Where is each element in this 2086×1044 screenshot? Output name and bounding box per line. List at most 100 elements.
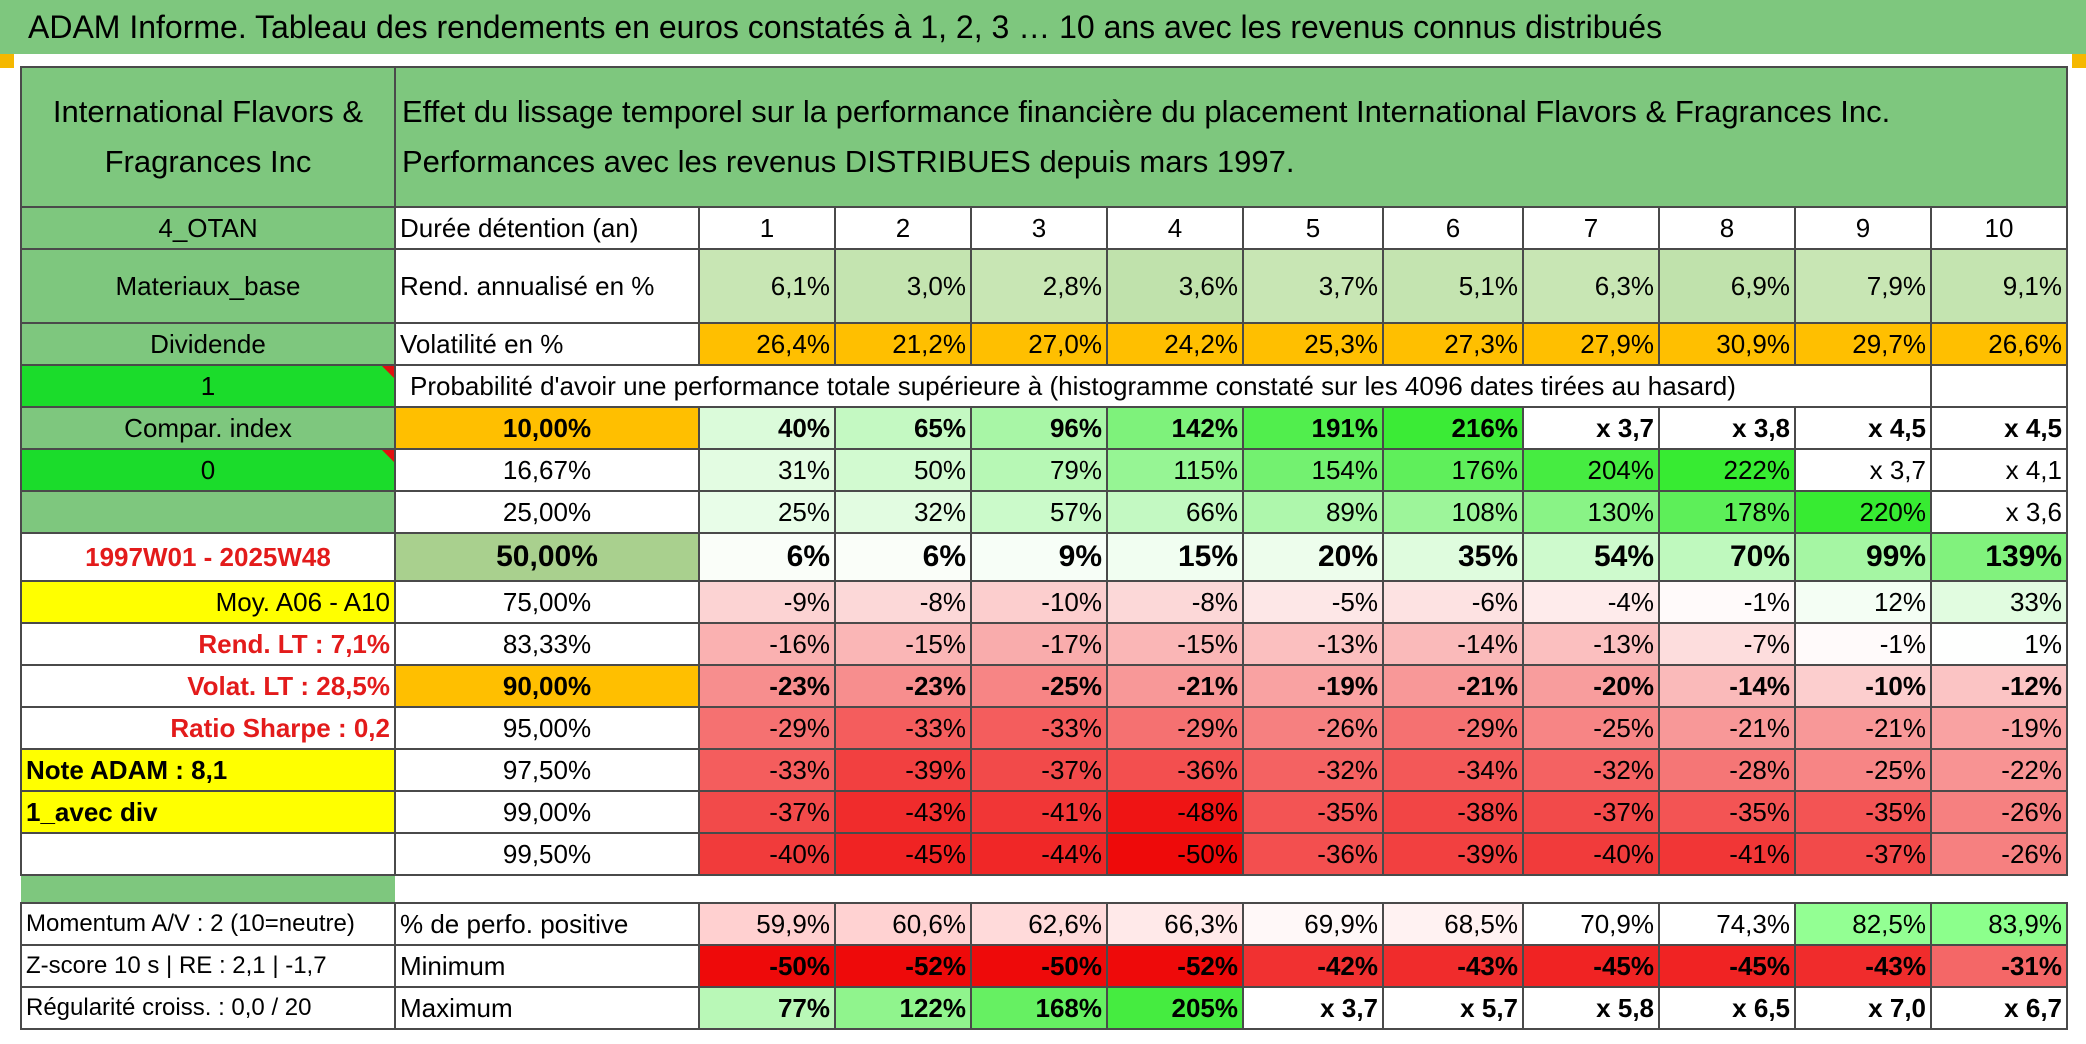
minimum-cell[interactable]: -50% <box>970 944 1108 988</box>
performance-cell[interactable]: -29% <box>698 706 836 750</box>
performance-cell[interactable]: -35% <box>1658 790 1796 834</box>
volatility-cell[interactable]: 27,3% <box>1382 322 1524 366</box>
performance-cell[interactable]: -50% <box>1106 832 1244 876</box>
positive-rate-cell[interactable]: 83,9% <box>1930 902 2068 946</box>
compare-index-label[interactable]: Compar. index <box>20 406 396 450</box>
performance-cell[interactable]: -36% <box>1242 832 1384 876</box>
performance-cell[interactable]: -48% <box>1106 790 1244 834</box>
performance-cell[interactable]: 115% <box>1106 448 1244 492</box>
company-name[interactable]: International Flavors & Fragrances Inc <box>20 66 396 208</box>
positive-rate-cell[interactable]: 69,9% <box>1242 902 1384 946</box>
blank-label[interactable] <box>20 832 396 876</box>
volatility-cell[interactable]: 21,2% <box>834 322 972 366</box>
performance-cell[interactable]: 79% <box>970 448 1108 492</box>
volatility-cell[interactable]: 29,7% <box>1794 322 1932 366</box>
duration-header[interactable]: 6 <box>1382 206 1524 250</box>
performance-cell[interactable]: x 3,6 <box>1930 490 2068 534</box>
performance-cell[interactable]: -23% <box>698 664 836 708</box>
duration-header[interactable]: 1 <box>698 206 836 250</box>
performance-cell[interactable]: 66% <box>1106 490 1244 534</box>
performance-cell[interactable]: 33% <box>1930 580 2068 624</box>
row-label[interactable]: % de perfo. positive <box>394 902 700 946</box>
performance-cell[interactable]: -4% <box>1522 580 1660 624</box>
performance-cell[interactable]: -21% <box>1794 706 1932 750</box>
performance-cell[interactable]: -37% <box>1522 790 1660 834</box>
positive-rate-cell[interactable]: 60,6% <box>834 902 972 946</box>
performance-cell[interactable]: -13% <box>1242 622 1384 666</box>
performance-cell[interactable]: 70% <box>1658 532 1796 582</box>
performance-cell[interactable]: -29% <box>1382 706 1524 750</box>
volatility-cell[interactable]: 30,9% <box>1658 322 1796 366</box>
positive-rate-cell[interactable]: 66,3% <box>1106 902 1244 946</box>
positive-rate-cell[interactable]: 74,3% <box>1658 902 1796 946</box>
probability-threshold[interactable]: 90,00% <box>394 664 700 708</box>
performance-cell[interactable]: -28% <box>1658 748 1796 792</box>
period-range[interactable]: 1997W01 - 2025W48 <box>20 532 396 582</box>
performance-cell[interactable]: 50% <box>834 448 972 492</box>
performance-cell[interactable]: 1% <box>1930 622 2068 666</box>
performance-cell[interactable]: 204% <box>1522 448 1660 492</box>
performance-cell[interactable]: x 4,5 <box>1794 406 1932 450</box>
volatility-cell[interactable]: 26,4% <box>698 322 836 366</box>
performance-cell[interactable]: 57% <box>970 490 1108 534</box>
performance-cell[interactable]: -38% <box>1382 790 1524 834</box>
probability-threshold[interactable]: 16,67% <box>394 448 700 492</box>
performance-cell[interactable]: -12% <box>1930 664 2068 708</box>
minimum-cell[interactable]: -43% <box>1382 944 1524 988</box>
performance-cell[interactable]: -39% <box>1382 832 1524 876</box>
average-label[interactable]: Moy. A06 - A10 <box>20 580 396 624</box>
performance-cell[interactable]: -26% <box>1930 832 2068 876</box>
performance-cell[interactable]: x 3,7 <box>1794 448 1932 492</box>
performance-cell[interactable]: 6% <box>834 532 972 582</box>
duration-header[interactable]: 5 <box>1242 206 1384 250</box>
performance-cell[interactable]: 25% <box>698 490 836 534</box>
performance-cell[interactable]: -39% <box>834 748 972 792</box>
performance-cell[interactable]: -33% <box>834 706 972 750</box>
performance-cell[interactable]: -9% <box>698 580 836 624</box>
annual-return-cell[interactable]: 3,7% <box>1242 248 1384 324</box>
performance-cell[interactable]: -32% <box>1242 748 1384 792</box>
performance-cell[interactable]: -41% <box>970 790 1108 834</box>
blank-label[interactable] <box>20 490 396 534</box>
performance-cell[interactable]: 40% <box>698 406 836 450</box>
performance-cell[interactable]: x 4,1 <box>1930 448 2068 492</box>
performance-cell[interactable]: -29% <box>1106 706 1244 750</box>
performance-cell[interactable]: -8% <box>834 580 972 624</box>
performance-cell[interactable]: -45% <box>834 832 972 876</box>
performance-cell[interactable]: -41% <box>1658 832 1796 876</box>
performance-cell[interactable]: x 3,7 <box>1522 406 1660 450</box>
param-index-cell[interactable]: 1 <box>20 364 396 408</box>
performance-cell[interactable]: 130% <box>1522 490 1660 534</box>
performance-cell[interactable]: 178% <box>1658 490 1796 534</box>
performance-cell[interactable]: 12% <box>1794 580 1932 624</box>
performance-cell[interactable]: -21% <box>1382 664 1524 708</box>
performance-cell[interactable]: 99% <box>1794 532 1932 582</box>
probability-threshold[interactable]: 83,33% <box>394 622 700 666</box>
performance-cell[interactable]: -8% <box>1106 580 1244 624</box>
performance-cell[interactable]: -32% <box>1522 748 1660 792</box>
maximum-cell[interactable]: 168% <box>970 986 1108 1030</box>
maximum-cell[interactable]: x 6,5 <box>1658 986 1796 1030</box>
performance-cell[interactable]: -25% <box>1794 748 1932 792</box>
dividend-mode[interactable]: 1_avec div <box>20 790 396 834</box>
performance-cell[interactable]: -34% <box>1382 748 1524 792</box>
compare-index-value[interactable]: 0 <box>20 448 396 492</box>
performance-cell[interactable]: -22% <box>1930 748 2068 792</box>
minimum-cell[interactable]: -50% <box>698 944 836 988</box>
sector-name[interactable]: Materiaux_base <box>20 248 396 324</box>
volatility-cell[interactable]: 27,9% <box>1522 322 1660 366</box>
performance-cell[interactable]: -15% <box>1106 622 1244 666</box>
minimum-cell[interactable]: -45% <box>1658 944 1796 988</box>
performance-cell[interactable]: -7% <box>1658 622 1796 666</box>
volatility-cell[interactable]: 25,3% <box>1242 322 1384 366</box>
positive-rate-cell[interactable]: 68,5% <box>1382 902 1524 946</box>
performance-cell[interactable]: -35% <box>1794 790 1932 834</box>
regularity-stat[interactable]: Régularité croiss. : 0,0 / 20 <box>20 986 396 1030</box>
performance-cell[interactable]: -40% <box>1522 832 1660 876</box>
performance-cell[interactable]: -20% <box>1522 664 1660 708</box>
performance-cell[interactable]: -33% <box>698 748 836 792</box>
performance-cell[interactable]: -25% <box>1522 706 1660 750</box>
annual-return-cell[interactable]: 3,6% <box>1106 248 1244 324</box>
performance-cell[interactable]: -37% <box>1794 832 1932 876</box>
performance-cell[interactable]: 176% <box>1382 448 1524 492</box>
